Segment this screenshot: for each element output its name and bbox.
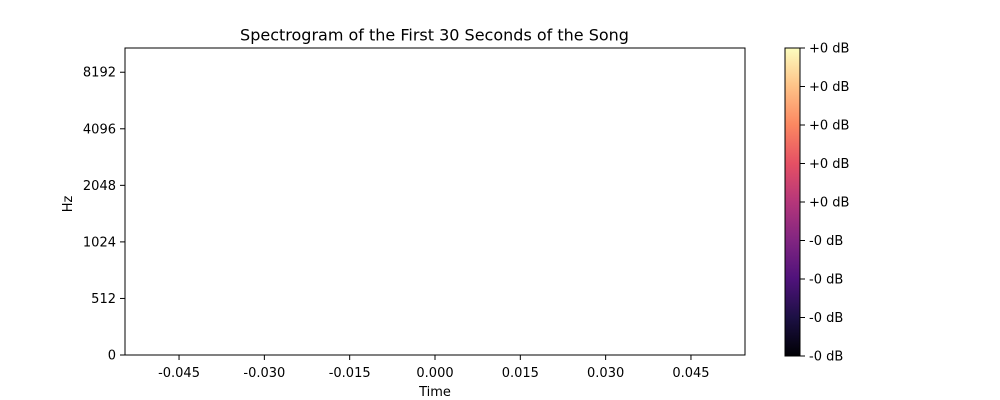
colorbar-ticks: +0 dB +0 dB +0 dB +0 dB +0 dB -0 dB -0 dB -0 dB… <box>800 42 849 365</box>
y-tick-label: 1024 <box>83 235 116 250</box>
x-axis-label: Time <box>418 385 451 400</box>
x-tick-label: 0.045 <box>672 366 709 381</box>
y-tick-label: 4096 <box>83 122 116 137</box>
colorbar-tick-label: +0 dB <box>809 80 849 95</box>
colorbar-tick-label: -0 dB <box>809 234 843 249</box>
y-axis-ticks: 0 512 1024 2048 4096 8192 <box>83 66 125 364</box>
colorbar-tick-label: +0 dB <box>809 119 849 134</box>
y-tick-label: 8192 <box>83 66 116 81</box>
y-axis-label: Hz <box>61 196 76 213</box>
x-tick-label: -0.045 <box>158 366 200 381</box>
plot-area <box>124 47 746 356</box>
x-tick-label: 0.030 <box>587 366 624 381</box>
y-tick-label: 512 <box>91 292 116 307</box>
y-tick-label: 0 <box>108 349 116 364</box>
colorbar-tick-label: +0 dB <box>809 196 849 211</box>
colorbar-tick-label: -0 dB <box>809 273 843 288</box>
x-tick-label: 0.015 <box>502 366 539 381</box>
colorbar-tick-label: +0 dB <box>809 42 849 57</box>
colorbar-tick-label: +0 dB <box>809 157 849 172</box>
colorbar-tick-label: -0 dB <box>809 311 843 326</box>
x-axis-ticks: -0.045 -0.030 -0.015 0.000 0.015 0.030 0.045 <box>158 355 710 381</box>
chart-title: Spectrogram of the First 30 Seconds of t… <box>240 26 629 45</box>
colorbar <box>784 47 801 357</box>
colorbar-tick-label: -0 dB <box>809 350 843 365</box>
x-tick-label: 0.000 <box>416 366 453 381</box>
x-tick-label: -0.030 <box>243 366 285 381</box>
y-tick-label: 2048 <box>83 179 116 194</box>
x-tick-label: -0.015 <box>329 366 371 381</box>
